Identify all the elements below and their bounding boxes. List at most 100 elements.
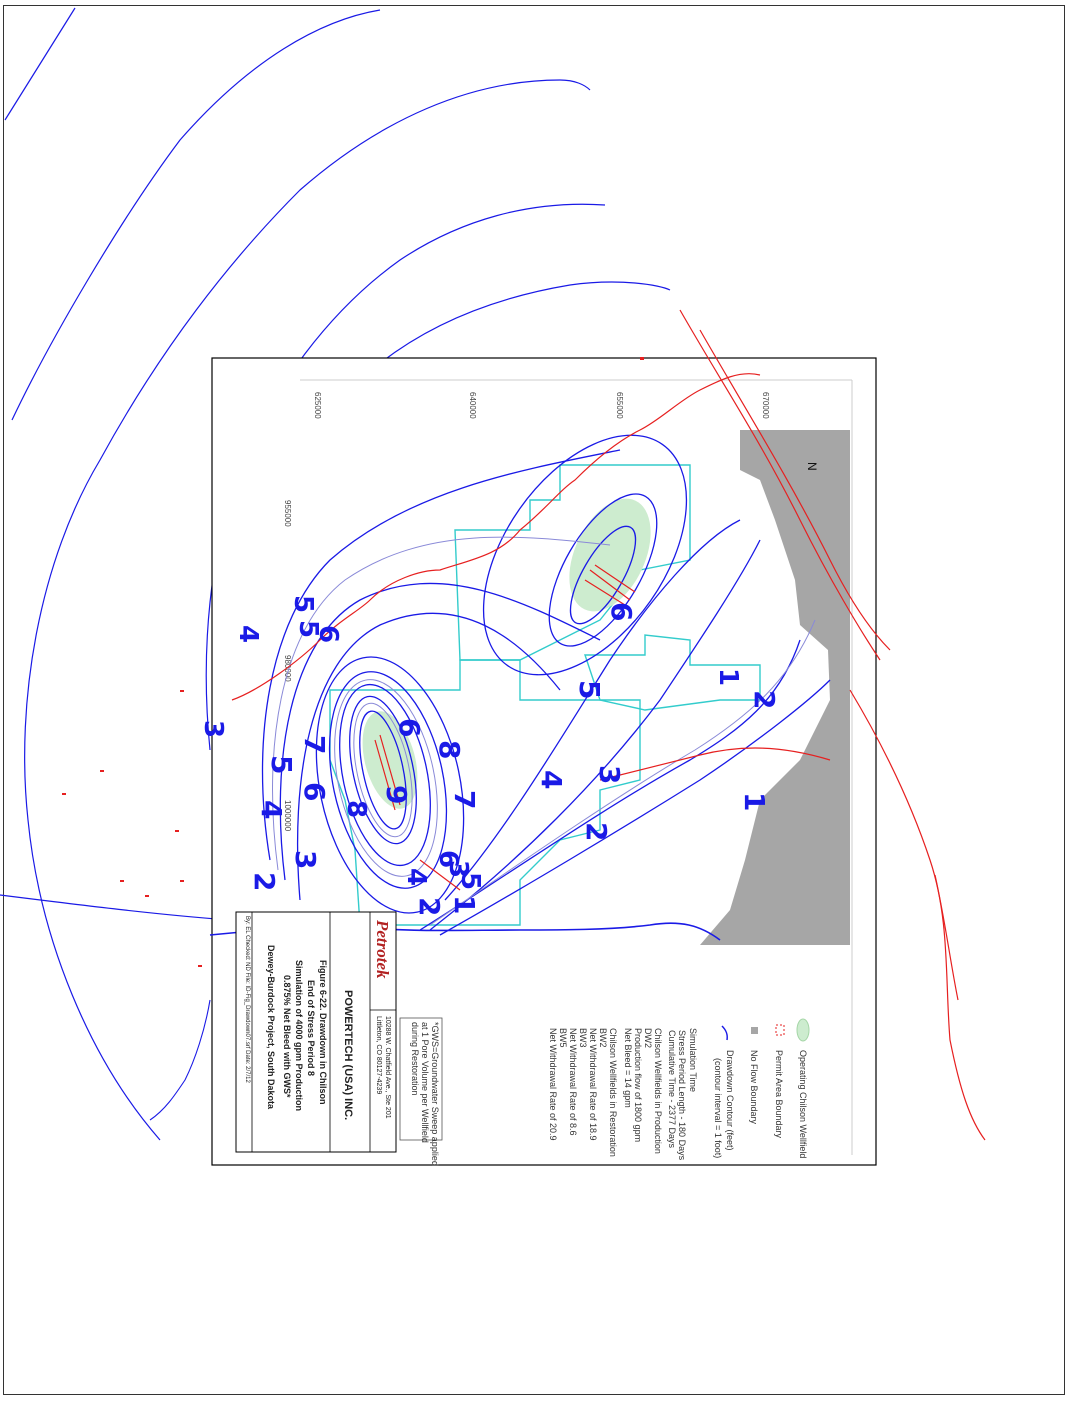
- note-line: during Restoration: [410, 1022, 420, 1096]
- title-block-border: [235, 911, 397, 1153]
- contour-labels: 1 2 3 4 5 6 7 1 2 3 4 5 6 7 8 9 6 8 5 4 …: [198, 595, 781, 934]
- contour-ring: [359, 710, 407, 830]
- contour-label: 3: [198, 720, 228, 738]
- simulation-line: Stress Period Length - 180 Days: [677, 1030, 687, 1161]
- permit-boundary-line: [599, 747, 831, 781]
- figure-title-line: Figure 6-22. Drawdown in Chilson: [318, 960, 328, 1105]
- legend-label: (contour interval = 1 foot): [713, 1058, 723, 1158]
- north-arrow-icon: N: [805, 462, 819, 471]
- contour-label: 3: [443, 860, 473, 878]
- contour-label: 1: [738, 792, 771, 811]
- axis-tick: 670000: [761, 392, 770, 419]
- axis-tick: 1000000: [283, 800, 292, 832]
- axis-tick: 655000: [615, 392, 624, 419]
- contour-label: 7: [298, 735, 331, 754]
- title-block-footer: By: EL Checked: ND File: ID-Fig_Drawdown…: [244, 916, 250, 1084]
- contour-label: 3: [593, 765, 626, 784]
- wellfields: [329, 464, 761, 926]
- figure-title-line: 0.875% Net Bleed with GWS*: [282, 975, 292, 1098]
- data-point: [640, 357, 644, 360]
- contour-label: 8: [433, 740, 466, 759]
- contour-line: [429, 539, 761, 931]
- note-box: [399, 1017, 443, 1141]
- wellfield-c: [584, 634, 761, 711]
- contour-ring: [548, 493, 658, 647]
- outer-contour-lower: [149, 999, 211, 1121]
- legend-label: Permit Area Boundary: [774, 1050, 784, 1139]
- contour-label: 5: [293, 620, 323, 638]
- contour-ring: [482, 434, 688, 676]
- contour-ring: [353, 702, 413, 838]
- simulation-line: Net Bleed = 14 gpm: [623, 1028, 633, 1108]
- contour-label: 4: [233, 625, 263, 643]
- contour-label: 5: [288, 595, 318, 613]
- data-point: [120, 880, 124, 882]
- simulation-line: BW5: [558, 1028, 568, 1048]
- contour-label: 6: [313, 625, 343, 643]
- simulation-line: Net Withdrawal Rate of 18.9: [588, 1028, 598, 1141]
- contour-ring: [349, 695, 417, 845]
- axis-tick: 640000: [468, 392, 477, 419]
- contour-label: 4: [255, 800, 288, 819]
- contour-line-icon: [721, 1025, 728, 1041]
- contour-ring: [569, 525, 637, 625]
- contour-line: [296, 612, 561, 901]
- figure-title-line: Simulation of 4000 gpm Production: [294, 960, 304, 1111]
- data-point: [180, 690, 184, 692]
- note-line: *GWS=Groundwater Sweep applied: [430, 1022, 440, 1166]
- fault-line: [679, 309, 881, 661]
- contour-ring: [334, 679, 438, 877]
- axis-tick: 955000: [283, 500, 292, 527]
- no-flow-swatch-icon: [751, 1027, 758, 1034]
- data-point: [100, 770, 104, 772]
- contour-label: 2: [748, 690, 781, 709]
- contour-label: 4: [535, 770, 568, 789]
- fault-line: [699, 329, 891, 651]
- contour-label: 7: [448, 790, 481, 809]
- simulation-line: DW2: [643, 1028, 653, 1048]
- contour-ring: [328, 671, 448, 889]
- company-address: Littleton, CO 80127-4239: [375, 1016, 382, 1094]
- figure-title-line: End of Stress Period 8: [306, 980, 316, 1076]
- permit-boundary-line: [231, 373, 761, 701]
- well-cluster: [374, 734, 401, 811]
- contour-line: [419, 639, 801, 931]
- well-cluster: [584, 564, 636, 606]
- client-name: POWERTECH (USA) INC.: [342, 990, 354, 1120]
- data-point: [180, 880, 184, 882]
- contour-line: [444, 519, 741, 901]
- simulation-line: Net Withdrawal Rate of 20.9: [548, 1028, 558, 1141]
- data-point: [198, 965, 202, 967]
- contour-label: 6: [393, 718, 426, 737]
- inner-contours-light: [272, 536, 816, 926]
- axis-tick: 625000: [313, 392, 322, 419]
- fault-line: [934, 874, 959, 1001]
- contour-label: 9: [380, 785, 413, 804]
- wellfield-swatch-icon: [796, 1018, 810, 1042]
- data-point: [145, 895, 149, 897]
- contour-label: 6: [433, 850, 463, 868]
- contour-label: 8: [341, 800, 371, 818]
- contour-label: 1: [448, 895, 481, 914]
- contour-line: [279, 582, 601, 881]
- no-flow-boundary: [700, 430, 850, 945]
- contour-line: [439, 679, 831, 936]
- data-point: [175, 830, 179, 832]
- outer-contour-3: [24, 79, 591, 1141]
- figure-title-line: Dewey-Burdock Project, South Dakota: [266, 945, 276, 1110]
- simulation-line: Cumulative Time - 2377 Days: [667, 1030, 677, 1149]
- axis-tick: 980000: [283, 655, 292, 682]
- inner-contours: [261, 434, 831, 936]
- simulation-line: Production flow of 1800 gpm: [633, 1028, 643, 1142]
- simulation-line: BW2: [598, 1028, 608, 1048]
- fault-line: [849, 689, 986, 1141]
- contour-label: 5: [455, 872, 485, 890]
- well-cluster: [419, 859, 461, 891]
- simulation-line: Net Withdrawal Rate of 8.6: [568, 1028, 578, 1136]
- permit-boundary: [231, 309, 986, 1141]
- axis-ticks: 625000 640000 655000 670000 955000 98000…: [283, 392, 770, 832]
- contour-line: [429, 619, 816, 926]
- contour-label: 5: [265, 755, 298, 774]
- legend-label: Drawdown Contour (feet): [725, 1050, 735, 1151]
